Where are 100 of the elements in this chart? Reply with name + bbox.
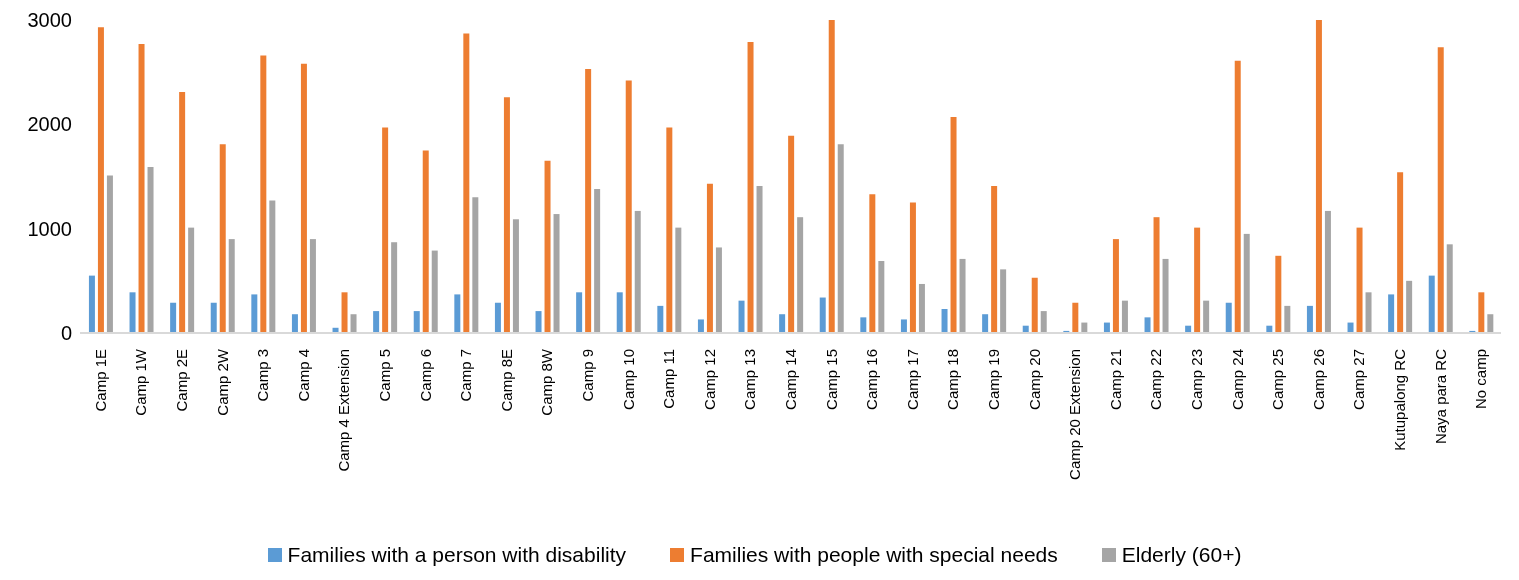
legend-label: Families with a person with disability bbox=[287, 543, 627, 567]
x-tick-label: Camp 6 bbox=[416, 349, 434, 402]
bar bbox=[1388, 294, 1395, 333]
bar bbox=[228, 239, 235, 333]
bar bbox=[350, 314, 357, 333]
bar bbox=[1000, 269, 1007, 333]
bar bbox=[1284, 305, 1291, 333]
bar bbox=[959, 258, 966, 333]
bar bbox=[472, 197, 479, 333]
bar bbox=[634, 210, 641, 333]
bar bbox=[454, 294, 461, 333]
bar bbox=[779, 314, 786, 333]
x-tick-label: Camp 1E bbox=[91, 349, 109, 412]
bar bbox=[97, 27, 104, 333]
bar bbox=[1356, 227, 1363, 333]
bar bbox=[129, 292, 136, 333]
bar bbox=[616, 292, 623, 333]
x-tick-label: Camp 4 Extension bbox=[335, 349, 353, 472]
bar bbox=[544, 160, 551, 333]
bar bbox=[576, 292, 583, 333]
bar bbox=[860, 317, 867, 333]
x-tick-label: Camp 1W bbox=[132, 348, 150, 416]
bar bbox=[309, 239, 316, 333]
bar bbox=[179, 91, 186, 333]
bar bbox=[819, 297, 826, 333]
bar bbox=[828, 20, 835, 333]
bar bbox=[413, 311, 420, 333]
y-tick-label: 1000 bbox=[27, 217, 72, 240]
y-tick-label: 0 bbox=[60, 322, 72, 345]
bar bbox=[1446, 244, 1453, 333]
bar bbox=[1428, 275, 1435, 333]
y-tick-label: 2000 bbox=[27, 113, 72, 136]
bar bbox=[463, 33, 470, 333]
bar bbox=[1406, 280, 1413, 333]
bar bbox=[1203, 300, 1210, 333]
bar bbox=[188, 227, 195, 333]
x-tick-label: Camp 11 bbox=[660, 349, 678, 409]
bar bbox=[625, 80, 632, 333]
x-tick-label: Camp 16 bbox=[863, 349, 881, 410]
bar bbox=[341, 292, 348, 333]
bar bbox=[657, 305, 664, 333]
bar bbox=[219, 144, 226, 333]
bar bbox=[1144, 317, 1151, 333]
bar bbox=[1234, 60, 1241, 333]
bar bbox=[1040, 311, 1047, 333]
legend-label: Families with people with special needs bbox=[690, 543, 1058, 567]
x-tick-label: Kutupalong RC bbox=[1391, 348, 1408, 451]
bar bbox=[503, 97, 510, 333]
bar bbox=[869, 194, 876, 333]
bar bbox=[594, 189, 601, 333]
x-tick-label: Camp 22 bbox=[1147, 349, 1165, 410]
x-tick-label: Camp 25 bbox=[1269, 349, 1287, 410]
x-tick-label: Camp 20 Extension bbox=[1066, 349, 1084, 480]
bar bbox=[1478, 292, 1485, 333]
bar bbox=[210, 302, 217, 333]
bar bbox=[1243, 233, 1250, 333]
bar bbox=[373, 311, 380, 333]
x-tick-label: Camp 18 bbox=[944, 349, 962, 410]
x-tick-label: Camp 12 bbox=[700, 349, 718, 410]
bar bbox=[269, 200, 276, 333]
bar bbox=[1194, 227, 1201, 333]
x-tick-label: Camp 3 bbox=[254, 349, 272, 402]
x-tick-label: Naya para RC bbox=[1431, 348, 1449, 445]
x-tick-label: Camp 17 bbox=[903, 349, 921, 410]
bar bbox=[1275, 255, 1282, 333]
bar bbox=[697, 319, 704, 333]
bar bbox=[1225, 302, 1232, 333]
bar bbox=[918, 283, 925, 333]
bar bbox=[291, 314, 298, 333]
bar bbox=[1072, 302, 1079, 333]
bar bbox=[300, 63, 307, 333]
x-tick-label: Camp 27 bbox=[1350, 349, 1368, 410]
bar bbox=[1112, 239, 1119, 333]
bar bbox=[260, 55, 267, 333]
bar bbox=[512, 219, 519, 333]
x-tick-label: Camp 5 bbox=[376, 349, 393, 402]
bar bbox=[431, 250, 438, 333]
bar bbox=[1397, 172, 1404, 333]
bar bbox=[494, 302, 501, 333]
bar bbox=[1315, 20, 1322, 333]
bar bbox=[941, 309, 948, 333]
bar bbox=[553, 214, 560, 333]
x-tick-label: No camp bbox=[1472, 349, 1490, 410]
x-tick-label: Camp 19 bbox=[985, 349, 1002, 410]
bar bbox=[170, 302, 177, 333]
bar bbox=[1306, 305, 1313, 333]
bar bbox=[106, 175, 113, 333]
bar bbox=[666, 127, 673, 333]
bar bbox=[747, 41, 754, 333]
bar bbox=[991, 185, 998, 333]
bar bbox=[837, 144, 844, 333]
bar bbox=[138, 44, 145, 333]
bar bbox=[909, 202, 916, 333]
x-tick-label: Camp 4 bbox=[294, 349, 312, 402]
bar bbox=[715, 247, 722, 333]
y-tick-label: 3000 bbox=[27, 9, 72, 32]
bar bbox=[1162, 258, 1169, 333]
bar bbox=[535, 311, 542, 333]
x-tick-label: Camp 2E bbox=[173, 349, 190, 412]
bar bbox=[1121, 300, 1128, 333]
